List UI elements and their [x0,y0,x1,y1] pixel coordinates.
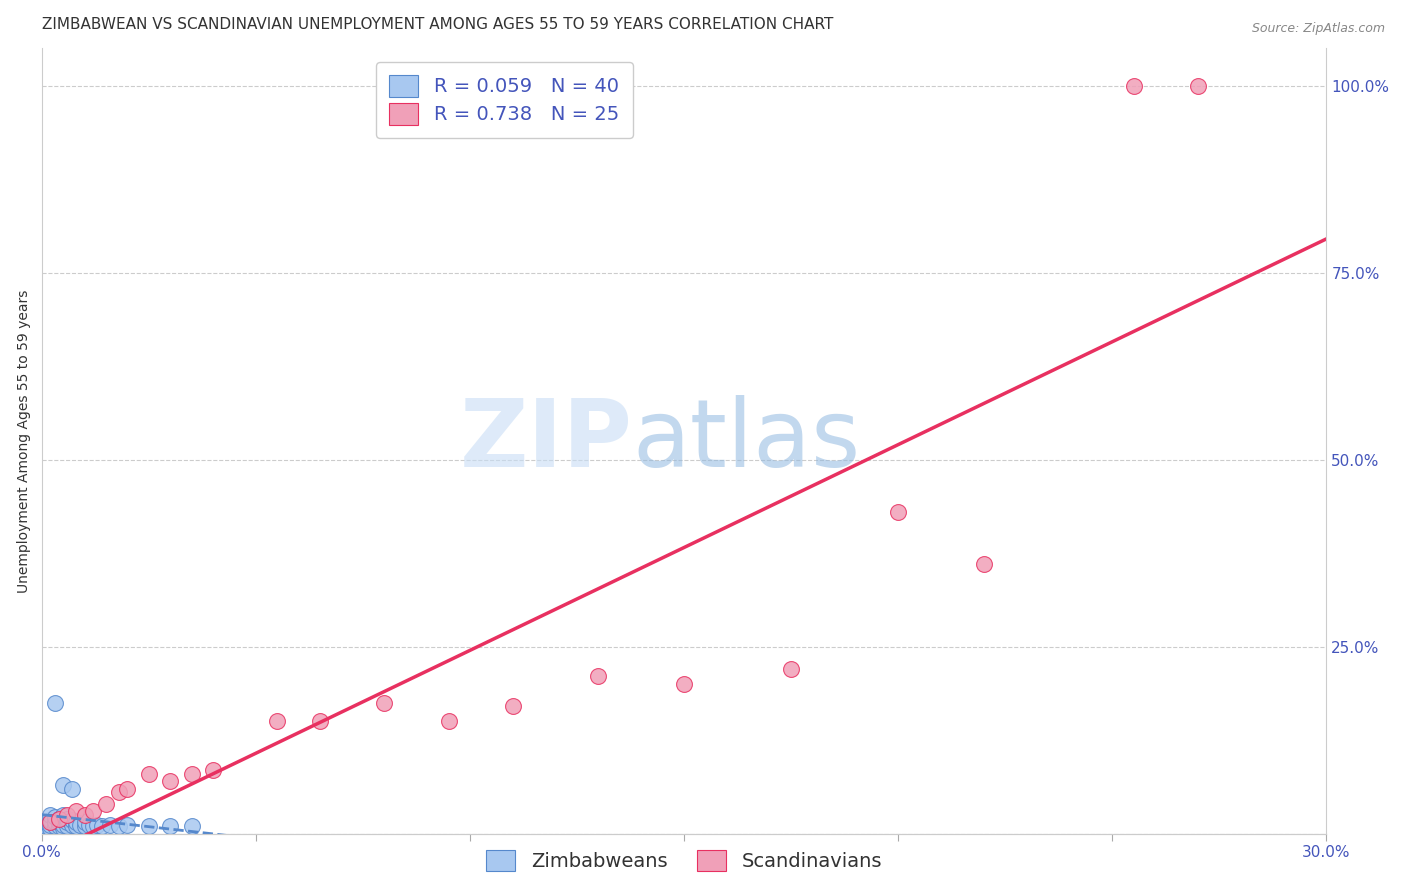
Point [39,807,62,822]
Point [673,677,696,691]
Point [48,812,70,826]
Point [180,819,202,833]
Y-axis label: Unemployment Among Ages 55 to 59 years: Unemployment Among Ages 55 to 59 years [17,289,31,592]
Point [48,815,70,830]
Point [117,817,139,831]
Point [117,781,139,796]
Point [266,714,288,729]
Text: ZIMBABWEAN VS SCANDINAVIAN UNEMPLOYMENT AMONG AGES 55 TO 59 YEARS CORRELATION CH: ZIMBABWEAN VS SCANDINAVIAN UNEMPLOYMENT … [42,17,834,32]
Point [35,815,58,830]
Point [65,815,87,830]
Point [1122,78,1144,93]
Point [588,669,610,683]
Point [56,819,79,833]
Point [69,817,91,831]
Point [65,819,87,833]
Point [39,813,62,827]
Point [60,813,83,827]
Point [65,804,87,818]
Point [52,778,75,792]
Text: Source: ZipAtlas.com: Source: ZipAtlas.com [1251,22,1385,36]
Point [39,821,62,835]
Point [82,819,104,833]
Point [35,822,58,837]
Point [437,714,460,729]
Text: atlas: atlas [633,395,860,487]
Point [52,821,75,835]
Point [39,817,62,831]
Point [52,817,75,831]
Legend: Zimbabweans, Scandinavians: Zimbabweans, Scandinavians [475,838,894,883]
Point [159,819,181,833]
Point [138,819,160,833]
Point [35,819,58,833]
Point [98,817,121,831]
Point [44,696,66,710]
Point [44,810,66,824]
Point [82,804,104,818]
Point [73,819,96,833]
Point [138,766,160,780]
Point [180,766,202,780]
Point [44,815,66,830]
Point [73,815,96,830]
Point [94,797,117,811]
Point [309,714,332,729]
Point [52,807,75,822]
Point [56,815,79,830]
Point [973,558,995,572]
Point [39,815,62,830]
Point [56,807,79,822]
Point [159,774,181,789]
Point [502,699,524,714]
Point [887,505,910,519]
Point [56,812,79,826]
Point [108,785,131,799]
Point [44,819,66,833]
Point [202,763,225,777]
Point [73,807,96,822]
Point [52,813,75,827]
Point [48,812,70,826]
Point [77,817,100,831]
Point [1187,78,1209,93]
Point [60,781,83,796]
Point [60,817,83,831]
Point [373,696,395,710]
Point [108,819,131,833]
Point [86,817,108,831]
Point [90,819,112,833]
Point [780,662,803,676]
Text: ZIP: ZIP [460,395,633,487]
Point [48,819,70,833]
